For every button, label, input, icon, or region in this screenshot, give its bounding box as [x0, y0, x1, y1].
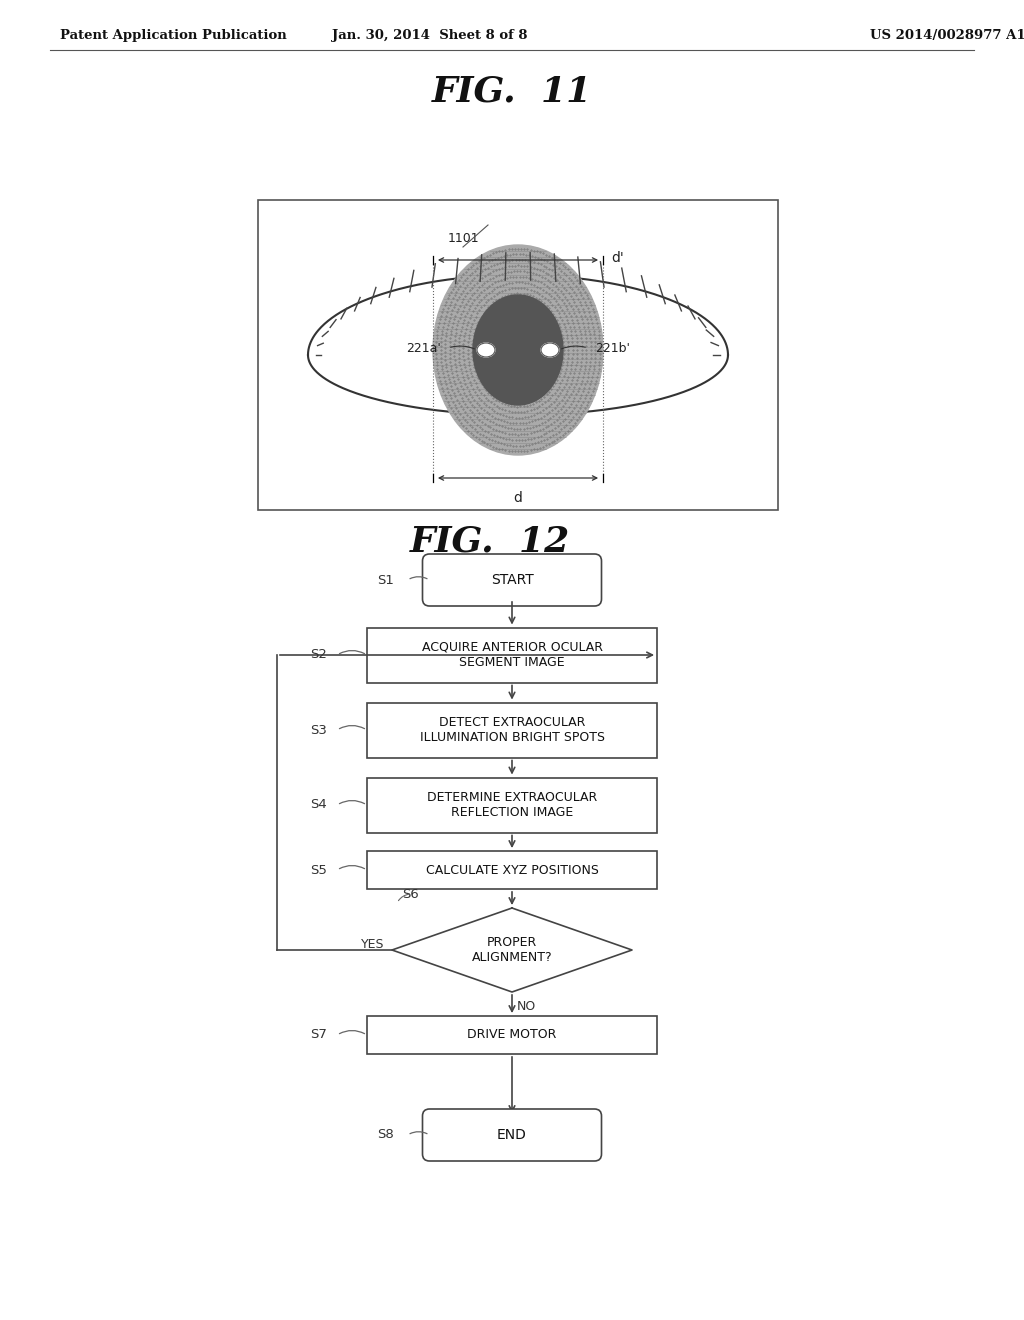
Text: d: d — [514, 491, 522, 506]
Ellipse shape — [477, 343, 495, 356]
Bar — [367, 627, 657, 682]
Bar — [258, 201, 778, 510]
Text: S1: S1 — [377, 573, 393, 586]
Text: 221b': 221b' — [595, 342, 630, 355]
Text: DETERMINE EXTRAOCULAR
REFLECTION IMAGE: DETERMINE EXTRAOCULAR REFLECTION IMAGE — [427, 791, 597, 818]
Bar — [367, 777, 657, 833]
Text: DETECT EXTRAOCULAR
ILLUMINATION BRIGHT SPOTS: DETECT EXTRAOCULAR ILLUMINATION BRIGHT S… — [420, 715, 604, 744]
Text: START: START — [490, 573, 534, 587]
Text: ACQUIRE ANTERIOR OCULAR
SEGMENT IMAGE: ACQUIRE ANTERIOR OCULAR SEGMENT IMAGE — [422, 642, 602, 669]
Bar — [367, 702, 657, 758]
Bar — [367, 851, 657, 888]
Text: CALCULATE XYZ POSITIONS: CALCULATE XYZ POSITIONS — [426, 863, 598, 876]
Text: DRIVE MOTOR: DRIVE MOTOR — [467, 1028, 557, 1041]
Text: END: END — [497, 1129, 527, 1142]
Text: FIG.  11: FIG. 11 — [432, 75, 592, 110]
FancyBboxPatch shape — [423, 1109, 601, 1162]
Text: d': d' — [611, 251, 624, 265]
Text: 1101: 1101 — [447, 232, 479, 246]
Ellipse shape — [541, 343, 559, 356]
Text: YES: YES — [360, 939, 384, 952]
Text: US 2014/0028977 A1: US 2014/0028977 A1 — [870, 29, 1024, 41]
Text: Patent Application Publication: Patent Application Publication — [60, 29, 287, 41]
Text: S2: S2 — [310, 648, 327, 661]
Text: S8: S8 — [377, 1129, 393, 1142]
Text: 221a': 221a' — [407, 342, 441, 355]
Ellipse shape — [433, 246, 603, 455]
Text: S7: S7 — [310, 1028, 327, 1041]
Text: S3: S3 — [310, 723, 327, 737]
Polygon shape — [392, 908, 632, 993]
Text: PROPER
ALIGNMENT?: PROPER ALIGNMENT? — [472, 936, 552, 964]
Text: NO: NO — [517, 1001, 537, 1012]
Text: S4: S4 — [310, 799, 327, 812]
Text: S6: S6 — [402, 887, 419, 900]
Text: S5: S5 — [310, 863, 327, 876]
FancyBboxPatch shape — [423, 554, 601, 606]
Text: Jan. 30, 2014  Sheet 8 of 8: Jan. 30, 2014 Sheet 8 of 8 — [332, 29, 527, 41]
Ellipse shape — [473, 294, 563, 405]
Bar — [367, 1016, 657, 1053]
Polygon shape — [308, 275, 728, 414]
Text: FIG.  12: FIG. 12 — [410, 525, 570, 558]
